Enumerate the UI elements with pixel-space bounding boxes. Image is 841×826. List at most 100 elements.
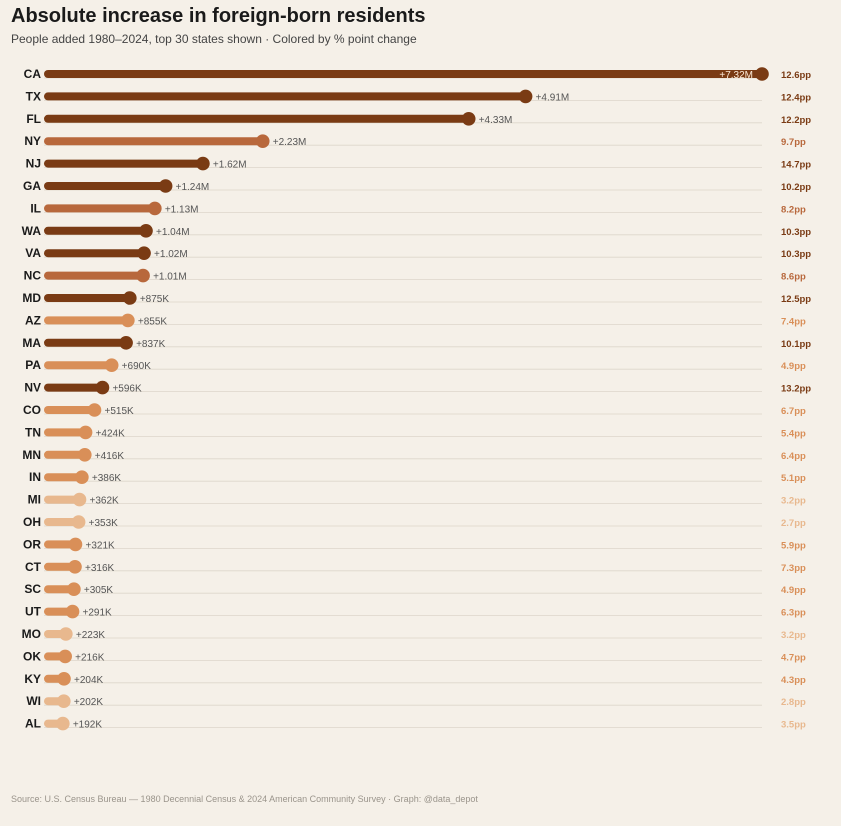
bar-dot (104, 358, 119, 373)
state-label: TN (25, 425, 41, 439)
value-label: +4.91M (536, 92, 570, 103)
pp-change-label: 8.6pp (781, 272, 806, 283)
pp-change-label: 4.9pp (781, 585, 806, 596)
state-label: MI (28, 493, 41, 507)
state-label: UT (25, 605, 42, 619)
state-label: KY (24, 672, 41, 686)
state-label: WA (22, 224, 42, 238)
value-label: +2.23M (273, 137, 307, 148)
value-label: +1.02M (154, 249, 188, 260)
state-label: AZ (25, 313, 41, 327)
state-label: NY (24, 134, 41, 148)
pp-change-label: 5.4pp (781, 428, 806, 439)
chart-subtitle: People added 1980–2024, top 30 states sh… (11, 32, 417, 46)
pp-change-label: 10.3pp (781, 227, 811, 238)
pp-change-label: 6.3pp (781, 608, 806, 619)
value-label: +7.32M (719, 70, 753, 81)
bar-dot (71, 515, 86, 529)
state-label: MN (22, 448, 41, 462)
state-label: AL (25, 717, 41, 731)
value-label: +321K (85, 540, 115, 551)
value-label: +1.24M (176, 182, 210, 193)
value-label: +875K (140, 294, 170, 305)
state-label: OH (23, 515, 41, 529)
value-label: +202K (74, 697, 104, 708)
pp-change-label: 4.3pp (781, 675, 806, 686)
value-label: +362K (90, 496, 120, 507)
bar-dot (72, 492, 87, 507)
state-label: NC (24, 269, 42, 283)
bar-dot (78, 448, 92, 462)
pp-change-label: 12.4pp (781, 92, 811, 103)
state-label: NJ (26, 157, 41, 171)
bar-dot (755, 67, 769, 81)
value-label: +1.01M (153, 272, 187, 283)
bar-dot (123, 291, 137, 305)
state-label: OK (23, 649, 41, 663)
bar-dot (65, 604, 80, 619)
pp-change-label: 12.6pp (781, 70, 811, 81)
state-label: MD (22, 291, 41, 305)
value-label: +515K (105, 406, 135, 417)
value-label: +305K (84, 585, 114, 596)
bar-dot (121, 313, 135, 328)
pp-change-label: 14.7pp (781, 160, 811, 171)
state-label: FL (26, 112, 41, 126)
bar-dot (95, 380, 110, 395)
state-label: MO (22, 627, 41, 641)
value-label: +1.04M (156, 227, 190, 238)
value-label: +386K (92, 473, 122, 484)
pp-change-label: 12.5pp (781, 294, 811, 305)
value-label: +192K (73, 720, 103, 731)
pp-change-label: 7.3pp (781, 563, 806, 574)
bar-dot (518, 89, 533, 104)
value-label: +316K (85, 563, 115, 574)
lollipop-chart: CA +7.32M 12.6pp TX +4.91M 12.4pp FL +4.33M 12.2… (22, 67, 812, 731)
pp-change-label: 12.2pp (781, 115, 811, 126)
value-label: +353K (89, 518, 119, 529)
pp-change-label: 5.9pp (781, 540, 806, 551)
value-label: +424K (96, 428, 126, 439)
value-label: +223K (76, 630, 106, 641)
pp-change-label: 3.2pp (781, 630, 806, 641)
bar-dot (119, 336, 133, 350)
bar-dot (58, 649, 72, 664)
state-label: GA (23, 179, 41, 193)
pp-change-label: 2.8pp (781, 697, 806, 708)
bar-dot (59, 627, 73, 641)
pp-change-label: 10.2pp (781, 182, 811, 193)
bar-dot (67, 582, 81, 596)
state-label: VA (25, 246, 41, 260)
state-label: SC (24, 582, 41, 596)
value-label: +1.13M (165, 204, 199, 215)
pp-change-label: 5.1pp (781, 473, 806, 484)
state-label: CT (25, 560, 42, 574)
value-label: +416K (95, 451, 125, 462)
bar-dot (57, 694, 71, 708)
state-label: IN (29, 470, 41, 484)
state-label: WI (26, 694, 41, 708)
bar-dot (158, 179, 173, 193)
bar-dot (461, 112, 476, 126)
bar-dot (255, 134, 270, 148)
value-label: +1.62M (213, 160, 247, 171)
state-label: IL (30, 201, 41, 215)
bar-dot (196, 156, 210, 171)
value-label: +291K (83, 608, 113, 619)
value-label: +596K (112, 384, 142, 395)
value-label: +837K (136, 339, 166, 350)
pp-change-label: 8.2pp (781, 204, 806, 215)
pp-change-label: 4.7pp (781, 652, 806, 663)
pp-change-label: 6.4pp (781, 451, 806, 462)
bar-dot (148, 201, 162, 216)
pp-change-label: 6.7pp (781, 406, 806, 417)
value-label: +204K (74, 675, 104, 686)
state-label: CA (24, 67, 42, 81)
state-label: OR (23, 537, 41, 551)
pp-change-label: 10.3pp (781, 249, 811, 260)
pp-change-label: 2.7pp (781, 518, 806, 529)
bar-dot (137, 246, 151, 260)
pp-change-label: 3.5pp (781, 720, 806, 731)
value-label: +855K (138, 316, 168, 327)
bar-dot (56, 716, 70, 731)
